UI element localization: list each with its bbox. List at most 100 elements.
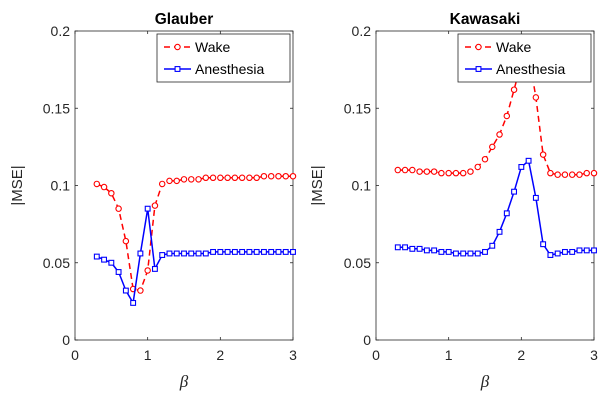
data-point-anesthesia: [108, 259, 115, 266]
data-point-wake: [467, 168, 474, 175]
data-point-wake: [122, 237, 130, 245]
data-point-anesthesia: [282, 248, 289, 255]
legend: Wake Anesthesia: [156, 33, 291, 83]
data-point-wake: [195, 176, 202, 183]
y-tick-label: 0: [363, 332, 371, 348]
data-point-anesthesia: [173, 250, 180, 257]
data-point-wake: [576, 171, 583, 178]
data-point-wake: [144, 267, 151, 274]
data-point-wake: [253, 174, 260, 182]
data-point-anesthesia: [474, 250, 481, 257]
series-line-anesthesia: [397, 159, 594, 256]
series-line-wake: [96, 175, 293, 292]
data-point-wake: [568, 171, 576, 178]
data-point-anesthesia: [115, 269, 122, 275]
data-point-wake: [459, 169, 467, 177]
data-point-anesthesia: [445, 248, 452, 255]
data-point-wake: [166, 177, 173, 185]
data-point-anesthesia: [210, 248, 217, 255]
data-point-wake: [202, 174, 210, 182]
data-point-anesthesia: [188, 250, 195, 257]
data-point-anesthesia: [268, 248, 275, 255]
data-point-anesthesia: [394, 244, 401, 251]
y-tick-label: 0.2: [352, 23, 372, 39]
data-point-anesthesia: [137, 250, 144, 257]
data-point-anesthesia: [591, 247, 597, 254]
kawasaki-panel: 0 1 2 3 0 0.05 0.1 0.15 0.2 Kawasaki β |MSE| Wake Ane…: [309, 11, 598, 391]
data-point-anesthesia: [438, 248, 445, 255]
series-line-wake: [397, 52, 594, 176]
data-point-anesthesia: [224, 248, 231, 255]
data-point-anesthesia: [93, 253, 100, 260]
data-point-wake: [481, 155, 489, 163]
y-tick-label: 0.1: [51, 178, 71, 194]
data-point-wake: [275, 172, 282, 180]
data-point-wake: [532, 94, 540, 101]
data-point-wake: [430, 168, 438, 175]
data-point-anesthesia: [467, 250, 474, 257]
data-point-anesthesia: [275, 248, 282, 255]
data-point-wake: [416, 168, 423, 175]
data-point-wake: [282, 172, 289, 180]
legend-box: [156, 33, 291, 83]
y-tick-label: 0.1: [352, 178, 372, 194]
data-point-wake: [260, 172, 268, 180]
data-point-wake: [173, 177, 180, 185]
data-point-anesthesia: [409, 245, 416, 252]
glauber-panel: 0 1 2 3 0 0.05 0.1 0.15 0.2 Glauber β |MSE| Wake Anes…: [9, 11, 297, 391]
legend-box: [457, 33, 592, 83]
legend-label-wake: Wake: [496, 39, 531, 55]
data-point-anesthesia: [423, 247, 430, 254]
x-axis-label: β: [179, 372, 189, 391]
x-axis-label: β: [480, 372, 490, 391]
x-tick-label: 1: [144, 347, 152, 363]
data-point-anesthesia: [217, 248, 224, 255]
data-point-wake: [108, 189, 115, 197]
data-point-anesthesia: [246, 248, 253, 255]
data-point-wake: [158, 180, 166, 188]
data-point-anesthesia: [431, 247, 438, 254]
data-point-wake: [423, 168, 431, 175]
data-point-wake: [93, 180, 101, 188]
data-point-anesthesia: [569, 248, 576, 255]
data-point-anesthesia: [576, 247, 583, 254]
legend-label-anesthesia: Anesthesia: [195, 61, 264, 77]
data-point-anesthesia: [260, 248, 267, 255]
data-point-anesthesia: [561, 248, 568, 255]
data-point-anesthesia: [402, 244, 409, 251]
x-tick-label: 1: [445, 347, 453, 363]
data-point-anesthesia: [159, 252, 166, 258]
legend: Wake Anesthesia: [457, 33, 592, 83]
data-point-wake: [401, 166, 409, 174]
data-point-anesthesia: [460, 250, 467, 257]
data-point-anesthesia: [525, 157, 532, 164]
legend-marker-wake: [475, 43, 482, 51]
data-point-anesthesia: [202, 250, 209, 257]
y-tick-label: 0.15: [344, 100, 371, 116]
data-point-wake: [151, 202, 159, 209]
data-point-anesthesia: [130, 299, 137, 306]
data-point-anesthesia: [489, 242, 496, 249]
data-point-wake: [238, 174, 246, 182]
x-tick-label: 3: [590, 347, 598, 363]
data-point-wake: [583, 169, 590, 177]
y-axis-label: |MSE|: [9, 165, 26, 205]
data-point-anesthesia: [416, 245, 423, 252]
x-tick-label: 2: [517, 347, 525, 363]
plot-area: [375, 30, 595, 341]
data-point-anesthesia: [239, 248, 246, 255]
data-point-anesthesia: [503, 210, 510, 217]
data-point-wake: [188, 176, 195, 183]
data-point-anesthesia: [231, 248, 238, 255]
legend-marker-anesthesia: [174, 66, 181, 72]
data-point-wake: [289, 172, 297, 180]
data-point-wake: [489, 143, 496, 151]
data-point-wake: [496, 131, 503, 138]
data-point-anesthesia: [452, 250, 459, 257]
data-point-anesthesia: [532, 194, 539, 201]
x-tick-label: 2: [216, 347, 224, 363]
data-point-anesthesia: [554, 250, 561, 257]
data-point-wake: [539, 151, 547, 158]
data-point-anesthesia: [101, 256, 108, 263]
